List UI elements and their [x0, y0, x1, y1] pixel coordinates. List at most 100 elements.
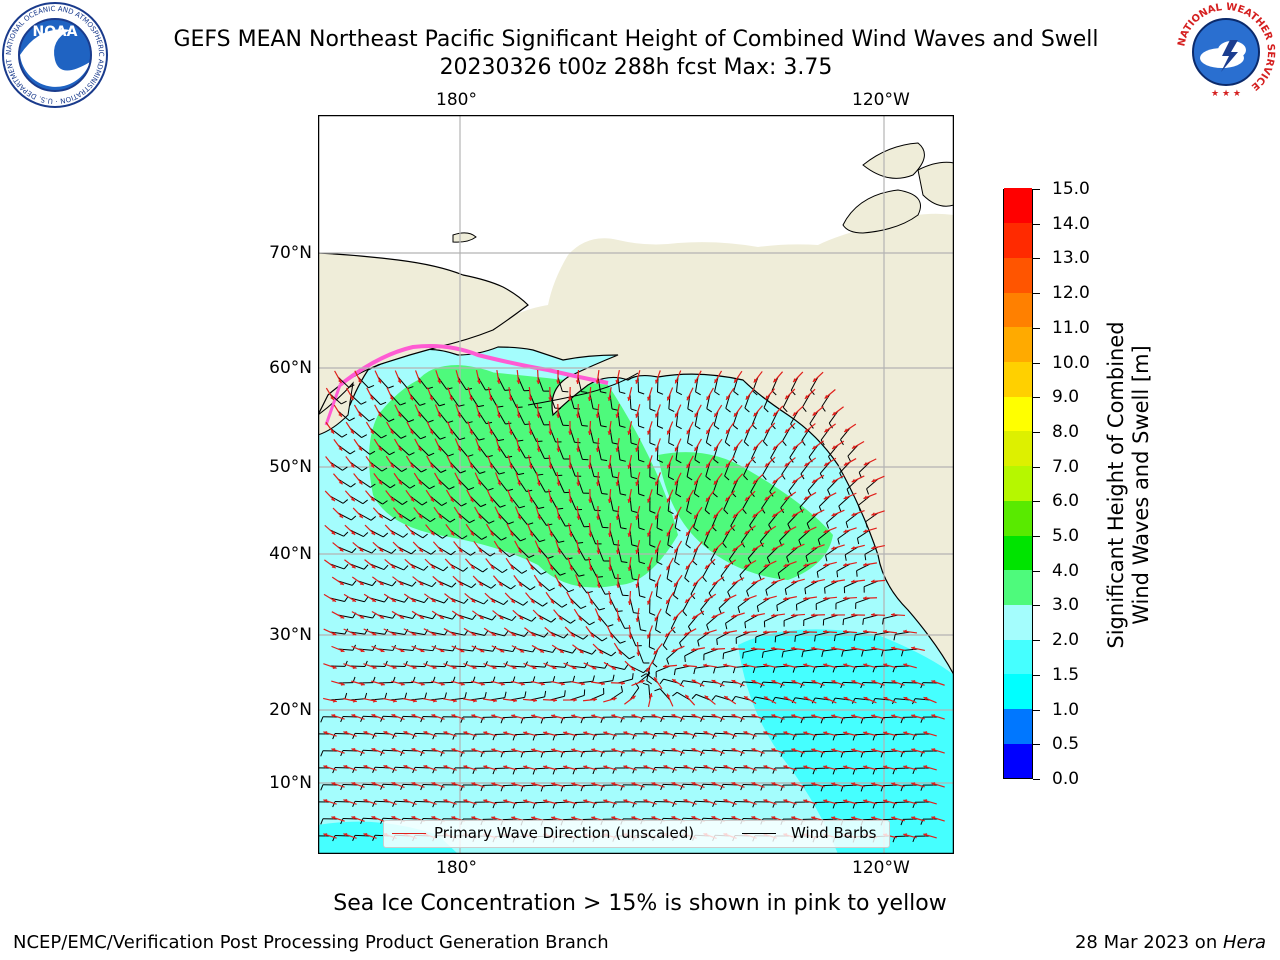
wind-barb-flag: [360, 401, 367, 405]
wave-arrow-head: [551, 782, 556, 786]
wave-arrow-head: [811, 816, 816, 820]
wind-barb-flag: [657, 391, 664, 395]
wind-barb: [710, 546, 719, 561]
wind-barb: [557, 376, 563, 392]
wind-barb-flag: [833, 635, 836, 642]
wind-barb-flag: [501, 568, 508, 574]
wave-arrow-head: [595, 482, 600, 486]
wave-arrow-head: [339, 514, 343, 518]
wave-arrow-head: [683, 631, 688, 636]
wave-arrow-head: [489, 464, 493, 469]
wind-barb-flag: [827, 489, 831, 496]
wave-arrow-head: [772, 513, 777, 517]
wind-barb: [774, 665, 791, 668]
wave-arrow-head: [352, 665, 357, 669]
wind-barb: [733, 376, 739, 392]
wind-barb-flag: [477, 405, 485, 408]
wave-arrow-head: [607, 397, 612, 401]
colorbar-tick-label: 8.0: [1052, 421, 1080, 442]
wave-arrow-head: [509, 498, 514, 503]
wind-barb-flag: [482, 567, 488, 573]
colorbar-segment: [1004, 743, 1032, 779]
wind-barb-flag: [532, 676, 536, 683]
wave-arrow-head: [491, 714, 496, 718]
wind-barb: [839, 461, 851, 474]
wind-barb-flag: [612, 476, 619, 479]
colorbar-tick-label: 0.0: [1052, 769, 1080, 789]
wind-barb: [806, 512, 819, 524]
wave-arrow-head: [488, 397, 493, 401]
wind-barb-flag: [680, 784, 684, 790]
wind-barb-flag: [612, 442, 619, 445]
wind-barb: [672, 580, 679, 596]
wind-barb: [409, 427, 421, 440]
wave-arrow-head: [843, 765, 848, 769]
wind-barb: [329, 597, 345, 603]
wave-arrow-head: [673, 582, 678, 587]
wind-barb-flag: [900, 682, 904, 689]
wind-barb: [822, 750, 839, 753]
wind-barb: [589, 495, 596, 511]
wind-barb-flag: [531, 616, 537, 622]
wind-barb-flag: [600, 391, 607, 394]
wave-arrow-head: [771, 782, 776, 786]
wave-arrow-head: [576, 448, 580, 452]
wind-barb-flag: [471, 614, 477, 620]
wind-barb: [589, 529, 597, 545]
wind-barb: [537, 546, 549, 559]
map-legend: Primary Wave Direction (unscaled) Wind B…: [383, 820, 890, 848]
wave-arrow-head: [409, 430, 414, 435]
wind-barb: [629, 529, 633, 545]
wind-barb: [569, 665, 585, 669]
wind-barb: [577, 376, 582, 392]
wind-barb-flag: [420, 436, 427, 440]
wind-barb: [656, 410, 659, 427]
wind-barb-flag: [824, 587, 826, 594]
wave-arrow-head: [373, 698, 377, 703]
wave-arrow-head: [587, 465, 592, 469]
wind-barb: [362, 783, 379, 786]
wave-arrow-head: [751, 782, 756, 786]
wind-barb: [674, 512, 679, 528]
wave-arrow-head: [608, 567, 613, 571]
wind-barb: [662, 631, 671, 646]
wind-barb: [788, 478, 799, 492]
wind-barb: [577, 614, 590, 626]
wind-barb-flag: [441, 502, 448, 506]
wave-arrow-head: [723, 765, 728, 769]
wind-barb: [537, 478, 546, 493]
wind-barb: [429, 529, 443, 539]
wind-barb-flag: [784, 588, 787, 595]
wave-arrow-head: [450, 498, 454, 503]
wind-barb-flag: [458, 404, 465, 407]
wind-barb: [449, 393, 460, 407]
wave-arrow-head: [931, 714, 936, 718]
wind-barb: [662, 783, 679, 786]
colorbar-tick-label: 14.0: [1052, 213, 1090, 234]
wind-barb: [694, 766, 711, 769]
wind-barb: [693, 512, 699, 528]
wave-arrow-head: [712, 548, 717, 552]
wind-barb: [882, 784, 899, 787]
wave-arrow-head: [764, 530, 769, 534]
wave-arrow-head: [643, 799, 648, 803]
wind-barb: [686, 427, 691, 443]
wind-barb-flag: [856, 538, 860, 545]
wind-barb-flag: [419, 403, 426, 406]
wave-arrow-head: [811, 646, 815, 651]
wave-arrow-head: [635, 618, 640, 622]
wave-arrow-head: [615, 516, 620, 520]
wind-barb: [863, 614, 879, 620]
wind-barb: [687, 393, 691, 409]
wind-barb-flag: [521, 569, 528, 574]
wave-arrow-head: [671, 816, 676, 820]
wind-barb-flag: [364, 596, 369, 603]
wave-arrow-head: [791, 748, 796, 752]
wind-barb-flag: [546, 523, 553, 526]
wind-barb: [675, 444, 679, 460]
wind-barb: [469, 427, 480, 441]
wave-arrow-head: [843, 495, 848, 500]
wind-barb-flag: [607, 624, 614, 627]
wave-arrow-head: [891, 646, 895, 651]
wave-arrow-head: [903, 663, 908, 667]
